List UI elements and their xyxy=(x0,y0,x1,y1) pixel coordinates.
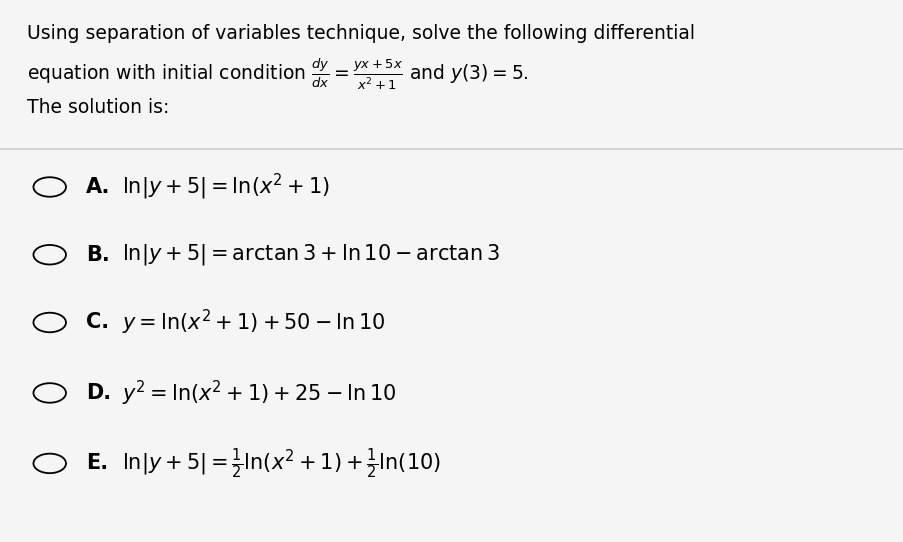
Text: $y = \ln(x^2 + 1) + 50 - \ln 10$: $y = \ln(x^2 + 1) + 50 - \ln 10$ xyxy=(122,308,385,337)
Text: C.: C. xyxy=(86,313,109,332)
Text: $y^2 = \ln(x^2 + 1) + 25 - \ln 10$: $y^2 = \ln(x^2 + 1) + 25 - \ln 10$ xyxy=(122,378,396,408)
Text: D.: D. xyxy=(86,383,111,403)
Text: E.: E. xyxy=(86,454,107,473)
Text: A.: A. xyxy=(86,177,110,197)
Text: $\ln|y + 5| = \arctan 3 + \ln 10 - \arctan 3$: $\ln|y + 5| = \arctan 3 + \ln 10 - \arct… xyxy=(122,242,499,267)
Text: $\ln|y + 5| = \ln(x^2 + 1)$: $\ln|y + 5| = \ln(x^2 + 1)$ xyxy=(122,172,330,202)
Text: B.: B. xyxy=(86,245,109,264)
Text: $\ln|y + 5| = \frac{1}{2}\ln(x^2 + 1) + \frac{1}{2}\ln(10)$: $\ln|y + 5| = \frac{1}{2}\ln(x^2 + 1) + … xyxy=(122,446,441,481)
Text: Using separation of variables technique, solve the following differential: Using separation of variables technique,… xyxy=(27,24,694,43)
Text: The solution is:: The solution is: xyxy=(27,98,169,117)
Text: equation with initial condition $\frac{dy}{dx} = \frac{yx+5x}{x^2+1}$ and $y(3) : equation with initial condition $\frac{d… xyxy=(27,57,528,92)
